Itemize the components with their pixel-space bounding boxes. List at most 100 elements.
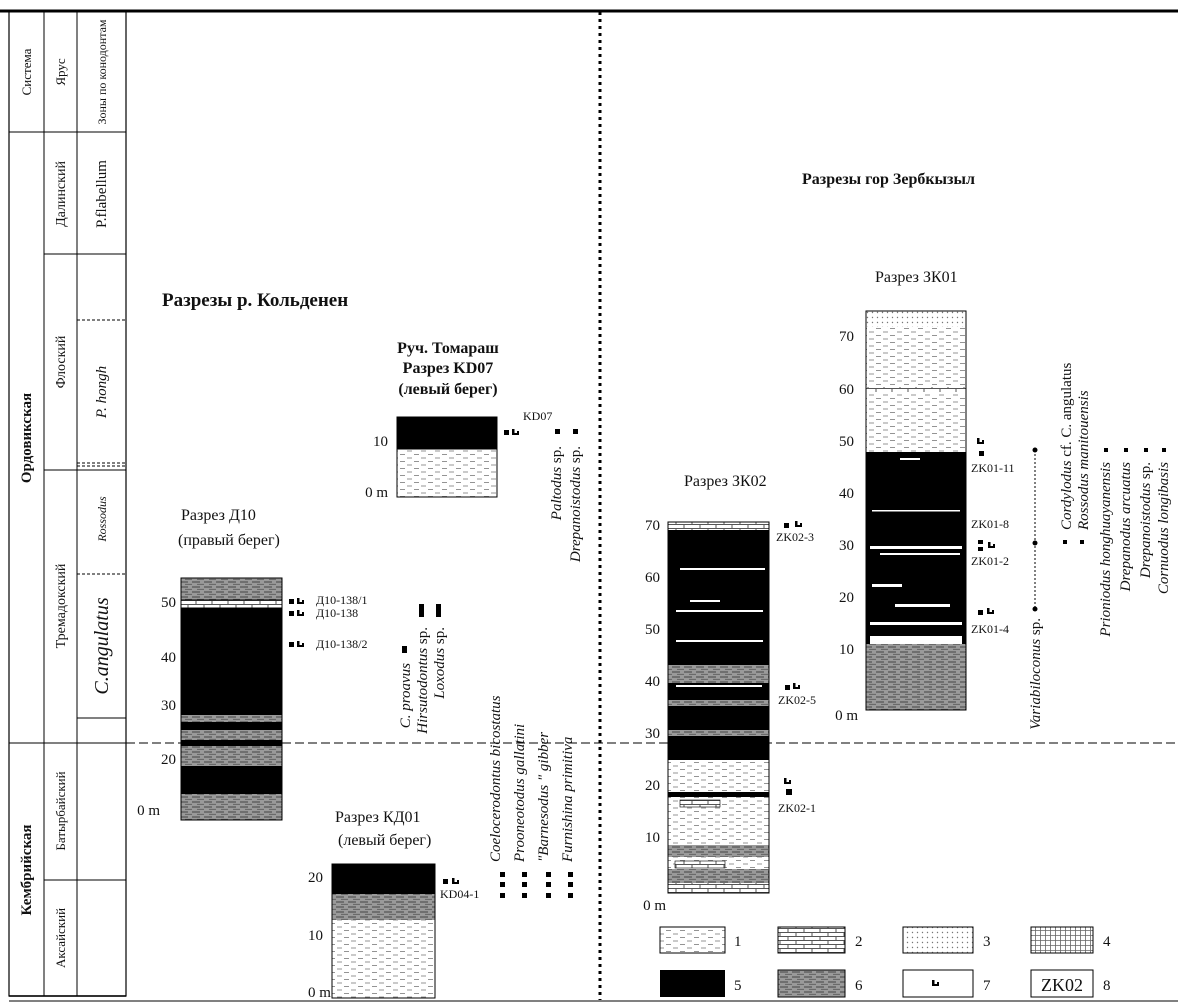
zk01-tick-0: 0 m	[835, 708, 858, 724]
kd07-title-3: (левый берег)	[398, 381, 497, 398]
legend-swatch-6	[777, 969, 846, 998]
header-system: Система	[19, 48, 34, 95]
stage-batyrbay: Батырбайский	[53, 771, 68, 850]
kd07-tick-10: 10	[373, 434, 388, 450]
header-stage: Ярус	[53, 58, 68, 85]
taxon-prioniodus: Prioniodus honghuayanensis	[1098, 462, 1114, 638]
zk02-sample-5: ZK02-5	[778, 693, 816, 707]
legend: 1 2 3 4 5 6 7 ZK02 8	[659, 926, 1111, 998]
taxon-loxodus: Loxodus sp.	[432, 627, 448, 700]
zk02-tick-0: 0 m	[643, 898, 666, 914]
legend-num-8: 8	[1103, 978, 1111, 994]
legend-num-1: 1	[734, 934, 742, 950]
legend-num-6: 6	[855, 978, 863, 994]
d10-title: Разрез Д10	[181, 507, 256, 524]
legend-swatch-5	[660, 970, 725, 997]
zone-rossodus: Rossodus	[95, 496, 109, 543]
legend-swatch-3	[902, 926, 974, 954]
kd07-title-2: Разрез KD07	[403, 360, 494, 377]
legend-swatch-8	[1030, 969, 1094, 998]
taxon-hirsutodontus: Hirsutodontus sp.	[415, 627, 431, 735]
kd07-title-1: Руч. Томараш	[397, 340, 499, 357]
system-ordovician: Ордовикская	[19, 393, 35, 483]
taxon-rossodus: Rossodus manitouensis	[1076, 390, 1092, 531]
zk02-title: Разрез ЗК02	[684, 473, 767, 490]
zk02-tick-30: 30	[645, 726, 660, 742]
section-zk02: Разрез ЗК02 70 60 50 40 30 20 10	[643, 473, 816, 914]
d10-sample-2: Д10-138	[316, 606, 358, 620]
title-zerb: Разрезы гор Зербкызыл	[802, 171, 975, 188]
kd01-tick-20: 20	[308, 870, 323, 886]
taxon-c-proavus: C. proavus	[398, 663, 414, 728]
kd01-title: Разрез КД01	[335, 809, 421, 826]
zk01-sample-8: ZK01-8	[971, 517, 1009, 531]
section-zk01: Разрез ЗК01 70 60 50 40 30 20 10 0 m	[835, 269, 1172, 730]
legend-sample-box-label: ZK02	[1041, 975, 1083, 995]
legend-swatch-1	[659, 926, 726, 954]
section-kd01: Разрез КД01 (левый берег) 20 10 0 m KD04…	[308, 695, 576, 1001]
section-kd07: Руч. Томараш Разрез KD07 (левый берег) 1…	[365, 340, 584, 563]
kd01-sample: KD04-1	[440, 887, 479, 901]
legend-num-3: 3	[983, 934, 991, 950]
legend-num-2: 2	[855, 934, 863, 950]
taxon-prooneotodus: Prooneotodus gallatini	[512, 724, 528, 863]
zk02-tick-20: 20	[645, 778, 660, 794]
kd01-tick-0: 0 m	[308, 985, 331, 1001]
zk01-tick-40: 40	[839, 486, 854, 502]
taxon-coelocerodontus: Coelocerodontus bicostatus	[488, 695, 504, 862]
title-kolden: Разрезы р. Кольденен	[162, 290, 348, 311]
d10-tick-20: 20	[161, 752, 176, 768]
d10-sample-1: Д10-138/1	[316, 593, 368, 607]
zone-flabellum: P.flabellum	[94, 160, 110, 228]
legend-swatch-2	[777, 926, 846, 954]
section-d10: Разрез Д10 (правый берег) 50 40 30 20 0 …	[137, 507, 448, 821]
taxon-variabiloconus: Variabiloconus sp.	[1028, 618, 1044, 730]
d10-subtitle: (правый берег)	[178, 532, 280, 549]
d10-tick-50: 50	[161, 595, 176, 611]
stage-aksay: Аксайский	[53, 908, 68, 968]
zk01-title: Разрез ЗК01	[875, 269, 958, 286]
taxon-drepanoistodus-kd07: Drepanoistodus sp.	[568, 446, 584, 563]
zk02-sample-1: ZK02-1	[778, 801, 816, 815]
zk01-sample-4: ZK01-4	[971, 622, 1009, 636]
kd01-tick-10: 10	[308, 928, 323, 944]
legend-swatch-4	[1030, 926, 1094, 954]
legend-num-4: 4	[1103, 934, 1111, 950]
taxon-paltodus: Paltodus sp.	[549, 446, 565, 521]
strat-column: Система Ярус Зоны по конодонтам Ордовикс…	[8, 10, 127, 997]
zk01-sample-11: ZK01-11	[971, 461, 1015, 475]
zk02-tick-50: 50	[645, 622, 660, 638]
taxon-drepanodus: Drepanodus arcuatus	[1118, 462, 1134, 592]
kd07-tick-0: 0 m	[365, 485, 388, 501]
zk02-tick-70: 70	[645, 518, 660, 534]
kd01-subtitle: (левый берег)	[338, 832, 431, 849]
legend-num-5: 5	[734, 978, 742, 994]
header-zones: Зоны по конодонтам	[95, 19, 109, 124]
zk01-sample-2: ZK01-2	[971, 554, 1009, 568]
zone-c-angulatus: C.angulatus	[91, 597, 113, 694]
zk02-tick-60: 60	[645, 570, 660, 586]
zk02-tick-10: 10	[645, 830, 660, 846]
kd07-sample: KD07	[523, 409, 552, 423]
d10-tick-0: 0 m	[137, 803, 160, 819]
zk01-tick-30: 30	[839, 538, 854, 554]
stage-flosky: Флоский	[54, 335, 69, 388]
zk01-tick-10: 10	[839, 642, 854, 658]
zk01-tick-20: 20	[839, 590, 854, 606]
legend-num-7: 7	[983, 978, 991, 994]
taxon-cornuodus: Cornuodus longibasis	[1156, 462, 1172, 594]
d10-tick-40: 40	[161, 650, 176, 666]
stage-dalinsky: Далинский	[54, 161, 69, 227]
zk02-tick-40: 40	[645, 674, 660, 690]
d10-tick-30: 30	[161, 698, 176, 714]
system-cambrian: Кембрийская	[19, 825, 35, 916]
d10-sample-marks	[289, 598, 304, 647]
zk02-sample-3: ZK02-3	[776, 530, 814, 544]
taxon-furnishina: Furnishina primitiva	[560, 737, 576, 863]
taxon-drepanoistodus-zk01: Drepanoistodus sp.	[1138, 462, 1154, 579]
zk01-tick-60: 60	[839, 382, 854, 398]
taxon-cordylodus: Cordylodus cf. C. angulatus	[1059, 362, 1075, 530]
taxon-barnesodus: "Barnesodus " gibber	[536, 732, 552, 862]
stage-tremadoc: Тремадокский	[54, 563, 69, 648]
